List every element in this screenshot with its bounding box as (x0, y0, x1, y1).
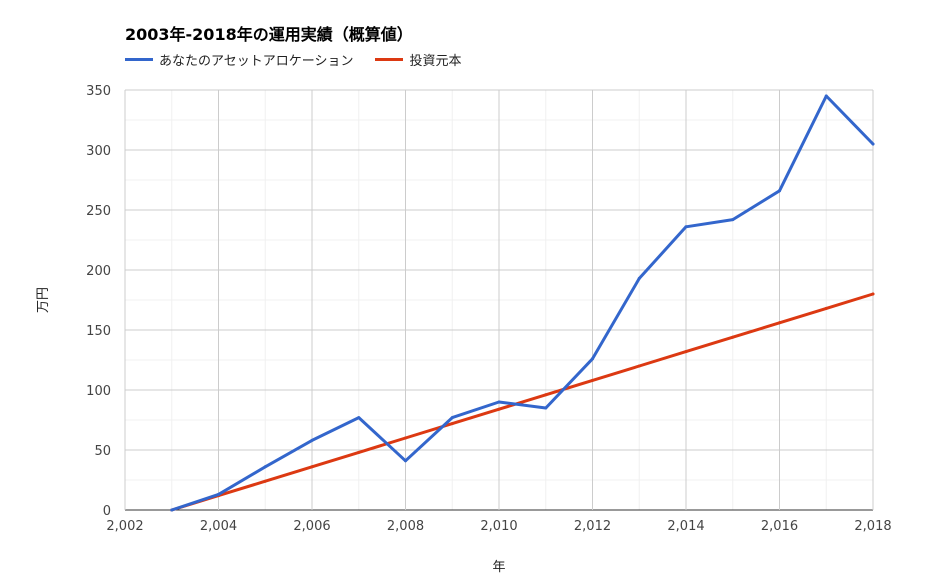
series-layer (170, 94, 875, 512)
y-tick-label: 150 (86, 324, 111, 339)
legend-item-principal[interactable]: 投資元本 (375, 50, 462, 69)
x-tick-label: 2,004 (200, 519, 237, 534)
data-point-portfolio[interactable] (170, 508, 174, 512)
legend-item-portfolio[interactable]: あなたのアセットアロケーション (125, 50, 353, 69)
data-point-principal[interactable] (357, 450, 361, 454)
x-tick-label: 2,014 (667, 519, 704, 534)
data-point-portfolio[interactable] (637, 276, 641, 280)
data-point-portfolio[interactable] (778, 189, 781, 193)
legend-label-portfolio: あなたのアセットアロケーション (159, 54, 354, 69)
y-tick-label: 250 (86, 204, 111, 219)
x-tick-label: 2,012 (574, 519, 611, 534)
data-point-principal[interactable] (731, 335, 735, 339)
data-point-portfolio[interactable] (450, 416, 454, 420)
data-point-principal[interactable] (450, 422, 454, 426)
data-point-portfolio[interactable] (684, 225, 688, 229)
data-point-principal[interactable] (637, 364, 641, 368)
y-axis-ticks: 0 50 100 150 200 250 300 350 (86, 84, 111, 519)
series-line-principal[interactable] (170, 292, 875, 512)
y-tick-label: 0 (103, 504, 111, 519)
y-tick-label: 50 (94, 444, 111, 459)
x-tick-label: 2,008 (387, 519, 424, 534)
legend-swatch-principal (375, 58, 404, 61)
data-point-portfolio[interactable] (404, 459, 407, 463)
y-tick-label: 200 (86, 264, 111, 279)
x-tick-label: 2,016 (761, 519, 798, 534)
data-point-portfolio[interactable] (357, 416, 361, 420)
y-tick-label: 300 (86, 144, 111, 159)
data-point-principal[interactable] (310, 465, 314, 469)
data-point-portfolio[interactable] (871, 142, 875, 146)
x-axis-ticks: 2,002 2,004 2,006 2,008 2,010 2,012 2,014 2,016… (106, 519, 891, 534)
legend-swatch-portfolio (125, 58, 153, 61)
data-point-principal[interactable] (871, 292, 875, 296)
data-point-portfolio[interactable] (263, 465, 267, 469)
y-tick-label: 350 (86, 84, 111, 99)
data-point-principal[interactable] (404, 436, 407, 440)
data-point-portfolio[interactable] (544, 406, 548, 410)
data-point-portfolio[interactable] (310, 438, 314, 442)
data-point-principal[interactable] (544, 393, 548, 397)
x-tick-label: 2,018 (854, 519, 891, 534)
data-point-principal[interactable] (497, 407, 501, 411)
data-point-principal[interactable] (263, 479, 267, 483)
x-tick-label: 2,002 (106, 519, 143, 534)
data-point-portfolio[interactable] (824, 94, 828, 98)
data-point-principal[interactable] (824, 306, 828, 310)
legend-label-principal: 投資元本 (409, 54, 462, 69)
x-tick-label: 2,010 (480, 519, 517, 534)
data-point-portfolio[interactable] (497, 400, 501, 404)
data-point-portfolio[interactable] (591, 357, 594, 361)
x-tick-label: 2,006 (293, 519, 330, 534)
chart-title: 2003年-2018年の運用実績（概算値） (125, 25, 413, 44)
series-line-portfolio[interactable] (170, 94, 875, 512)
legend: あなたのアセットアロケーション 投資元本 (125, 50, 484, 69)
x-axis-title: 年 (492, 560, 505, 575)
data-point-principal[interactable] (591, 378, 594, 382)
major-gridlines (124, 89, 874, 511)
y-tick-label: 100 (86, 384, 111, 399)
data-point-principal[interactable] (778, 321, 781, 325)
data-point-principal[interactable] (684, 350, 688, 354)
y-axis-title: 万円 (36, 287, 51, 313)
data-point-portfolio[interactable] (731, 218, 735, 222)
data-point-portfolio[interactable] (217, 492, 220, 496)
